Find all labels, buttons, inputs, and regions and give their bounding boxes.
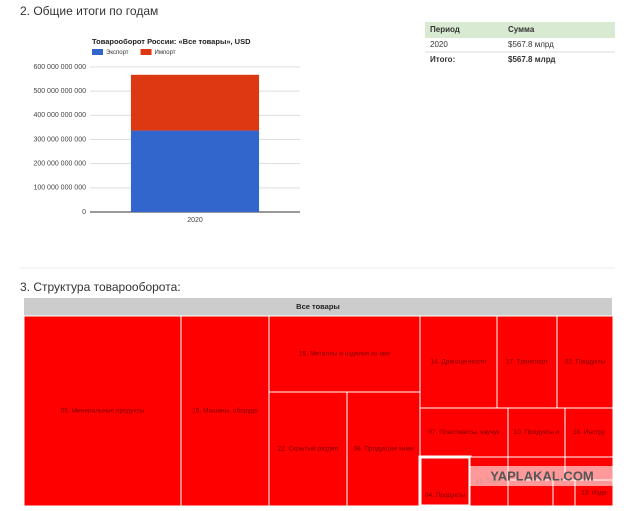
treemap-label: 06. Продукция хими [353,446,414,453]
bar-segment [130,74,260,131]
treemap-cell [346,391,421,507]
table-header-bg [425,22,615,38]
td: $567.8 млрд [508,55,555,64]
treemap-label: 04. Продукты [425,492,466,499]
treemap-label: 14. Драгоценности [430,359,487,366]
td: 2020 [430,40,448,49]
treemap-cell [268,391,348,507]
treemap-label: 07. Пластмассы, каучук [428,429,499,436]
heading: 3. Структура товарооборота: [20,280,181,294]
th: Период [430,25,460,34]
watermark-bg [470,466,615,486]
y-tick-label: 100 000 000 000 [33,185,86,192]
y-tick-label: 300 000 000 000 [33,136,86,143]
treemap-root-label: Все товары [296,302,340,311]
treemap-label: 05. Минеральные продукты [61,408,145,415]
treemap-cell [419,407,509,458]
treemap-label: 13. Изде [581,490,607,497]
legend-label: Импорт [155,50,176,56]
treemap-cell [496,315,558,409]
y-tick-label: 500 000 000 000 [33,88,86,95]
bar-segment [130,130,260,212]
td: Итого: [430,55,455,64]
chart-title: Товарооборот России: «Все товары», USD [92,37,251,46]
td: $567.8 млрд [508,40,554,49]
treemap-cell [564,407,614,458]
legend-swatch [92,49,103,55]
legend-label: Экспорт [106,50,129,56]
treemap-label: 16. Машины, оборудо [192,407,258,415]
treemap-cell [180,315,270,507]
treemap-root [24,298,612,316]
y-tick-label: 200 000 000 000 [33,161,86,168]
legend-swatch [140,49,152,55]
th: Сумма [508,25,535,34]
treemap-label: 15. Металлы и изделия из них [299,351,391,358]
treemap-label: 02. Продукты [565,359,606,366]
heading: 2. Общие итоги по годам [20,4,158,18]
treemap-cell [419,315,498,409]
treemap-label: 22. Скрытый раздел [278,445,339,453]
y-tick-label: 0 [82,209,86,216]
treemap-label: 18. Инстру [573,429,606,436]
treemap-label: 17. Транспорт [506,359,548,366]
treemap-cell [23,315,182,507]
y-tick-label: 600 000 000 000 [33,64,86,71]
treemap-label: 10. Продукты и [514,429,560,436]
x-tick-label: 2020 [187,217,203,224]
y-tick-label: 400 000 000 000 [33,112,86,119]
watermark: YAPLAKAL.COM [490,468,594,483]
